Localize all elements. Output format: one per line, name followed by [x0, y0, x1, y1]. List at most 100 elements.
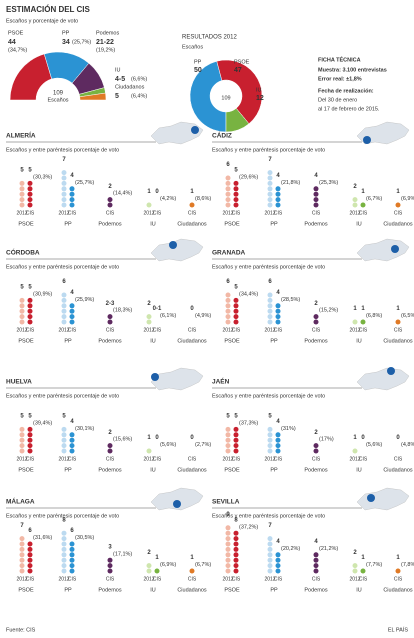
seat-label: 1	[361, 555, 365, 561]
seat-label: 6	[226, 279, 230, 285]
party-name: PSOE	[234, 59, 250, 65]
column-label: 2012	[264, 456, 275, 462]
province-highlight	[173, 500, 181, 508]
seat-label: 5	[28, 168, 32, 174]
seat-dot	[352, 197, 358, 203]
seat-dot	[19, 314, 25, 320]
party-name: Podemos	[304, 338, 327, 344]
region-map	[150, 238, 204, 262]
column-label: CIS	[274, 210, 283, 216]
seat-dot	[69, 186, 75, 192]
seat-label: 5	[62, 414, 66, 420]
seat-dot	[61, 552, 67, 558]
province-highlight	[391, 245, 399, 253]
province-highlight	[191, 126, 199, 134]
seat-dot	[107, 568, 113, 574]
seat-stack	[27, 541, 33, 574]
seat-dot	[27, 303, 33, 309]
seat-dot	[267, 186, 273, 192]
seat-label: 50	[194, 67, 202, 74]
seat-label: 34	[62, 39, 70, 46]
seat-dot	[69, 303, 75, 309]
seat-dot	[233, 448, 239, 454]
seat-stack	[275, 432, 281, 454]
seat-dot	[225, 443, 231, 449]
seat-dot	[225, 432, 231, 438]
seat-dot	[313, 448, 319, 454]
seat-dot	[27, 563, 33, 569]
seat-stack	[69, 432, 75, 454]
seat-label: 2	[353, 184, 357, 190]
seat-dot	[233, 303, 239, 309]
seat-dot	[19, 557, 25, 563]
seat-dot	[233, 557, 239, 563]
seat-dot	[107, 319, 113, 325]
seat-label: 5	[28, 414, 32, 420]
seat-dot	[233, 563, 239, 569]
seat-dot	[107, 563, 113, 569]
seat-dot	[61, 308, 67, 314]
column-label: CIS	[394, 576, 403, 582]
seat-dot	[61, 314, 67, 320]
seat-dot	[69, 308, 75, 314]
province-title: MÁLAGA	[6, 497, 35, 506]
seat-dot	[267, 297, 273, 303]
seat-dot	[19, 191, 25, 197]
party-name: IU	[256, 87, 262, 93]
seat-dot	[146, 202, 152, 208]
seat-dot	[395, 568, 401, 574]
seat-dot	[69, 448, 75, 454]
seat-dot	[313, 186, 319, 192]
pct-label: (5,6%)	[366, 442, 382, 448]
seat-dot	[69, 563, 75, 569]
column-label: 2012	[58, 456, 69, 462]
seat-dot	[19, 202, 25, 208]
seat-stack	[146, 314, 152, 325]
province-title: ALMERÍA	[6, 131, 36, 140]
seat-dot	[27, 319, 33, 325]
ficha-title: FICHA TÉCNICA	[318, 55, 361, 63]
seat-label: 2	[147, 301, 151, 307]
seat-label: 12	[256, 95, 264, 102]
column-label: CIS	[68, 327, 77, 333]
seat-label: 5	[20, 285, 24, 291]
seat-dot	[27, 197, 33, 203]
seat-stack	[146, 448, 152, 454]
party-name: Podemos	[304, 467, 327, 473]
seat-stack	[189, 202, 195, 208]
seat-stack	[19, 297, 25, 325]
seat-stack	[360, 568, 366, 574]
party-name: PSOE	[18, 587, 34, 593]
pct-label: (21,2%)	[319, 546, 338, 552]
column-label: CIS	[232, 210, 241, 216]
seat-dot	[225, 292, 231, 298]
seat-label: 5	[234, 414, 238, 420]
seat-segment	[79, 92, 107, 101]
seat-dot	[313, 191, 319, 197]
seat-stack	[267, 536, 273, 574]
pct-label: (31,6%)	[33, 535, 52, 541]
total-label: Escaños	[47, 97, 68, 103]
seat-dot	[27, 568, 33, 574]
pct-label: (30,5%)	[75, 535, 94, 541]
seat-dot	[267, 563, 273, 569]
column-label: 2012	[264, 576, 275, 582]
column-label: 2012	[222, 327, 233, 333]
seat-label: 1	[353, 306, 357, 312]
seat-label: 6	[62, 279, 66, 285]
seat-stack	[275, 552, 281, 574]
column-label: CIS	[106, 576, 115, 582]
seat-dot	[275, 197, 281, 203]
seat-dot	[19, 536, 25, 542]
party-name: PP	[64, 338, 72, 344]
seat-dot	[352, 448, 358, 454]
pct-label: (6,7%)	[366, 196, 382, 202]
seat-stack	[225, 426, 231, 454]
seat-stack	[360, 202, 366, 208]
seat-segment	[225, 107, 250, 133]
region-map	[356, 238, 410, 262]
seat-dot	[313, 552, 319, 558]
seat-label: 2	[353, 550, 357, 556]
seat-label: 1	[396, 555, 400, 561]
column-label: 2012	[143, 456, 154, 462]
